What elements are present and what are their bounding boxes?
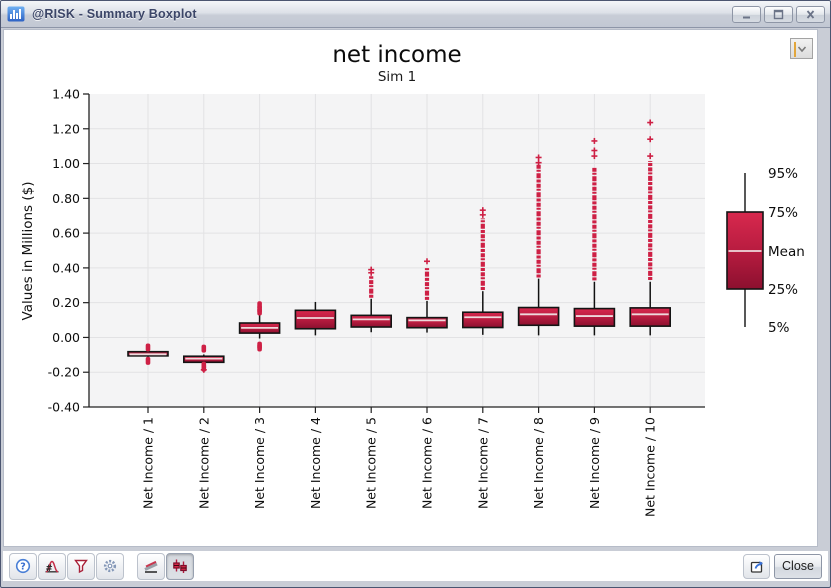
window-title: @RISK - Summary Boxplot xyxy=(32,7,197,21)
chart-options-dropdown[interactable] xyxy=(790,38,813,59)
filter-funnel-icon xyxy=(74,559,88,574)
bottom-toolbar: ? # xyxy=(3,551,828,581)
boxplot-view-button[interactable] xyxy=(166,552,194,580)
svg-text:#: # xyxy=(45,564,52,574)
chart-panel xyxy=(3,29,818,547)
gear-icon xyxy=(103,559,117,573)
svg-text:?: ? xyxy=(20,561,26,572)
minimize-icon xyxy=(743,16,750,19)
help-icon: ? xyxy=(15,558,31,574)
overlay-chart-button[interactable] xyxy=(137,552,165,580)
chevron-down-icon xyxy=(797,45,806,52)
dropdown-accent-bar xyxy=(794,42,796,57)
export-icon xyxy=(750,561,763,573)
overlay-stripes-icon xyxy=(144,560,158,573)
maximize-icon xyxy=(773,9,784,20)
settings-button[interactable] xyxy=(96,552,124,580)
maximize-button[interactable] xyxy=(764,6,793,23)
minimize-button[interactable] xyxy=(732,6,761,23)
close-icon xyxy=(806,10,815,19)
export-chart-button[interactable] xyxy=(743,553,771,579)
close-button[interactable]: Close xyxy=(774,553,822,579)
titlebar: @RISK - Summary Boxplot xyxy=(1,1,830,28)
close-window-button[interactable] xyxy=(796,6,825,23)
filter-button[interactable] xyxy=(67,552,95,580)
boxplot-icon xyxy=(173,559,187,573)
distribution-curve-icon: # xyxy=(45,560,59,574)
help-button[interactable]: ? xyxy=(9,552,37,580)
app-icon xyxy=(7,6,25,22)
define-distribution-button[interactable]: # xyxy=(38,552,66,580)
